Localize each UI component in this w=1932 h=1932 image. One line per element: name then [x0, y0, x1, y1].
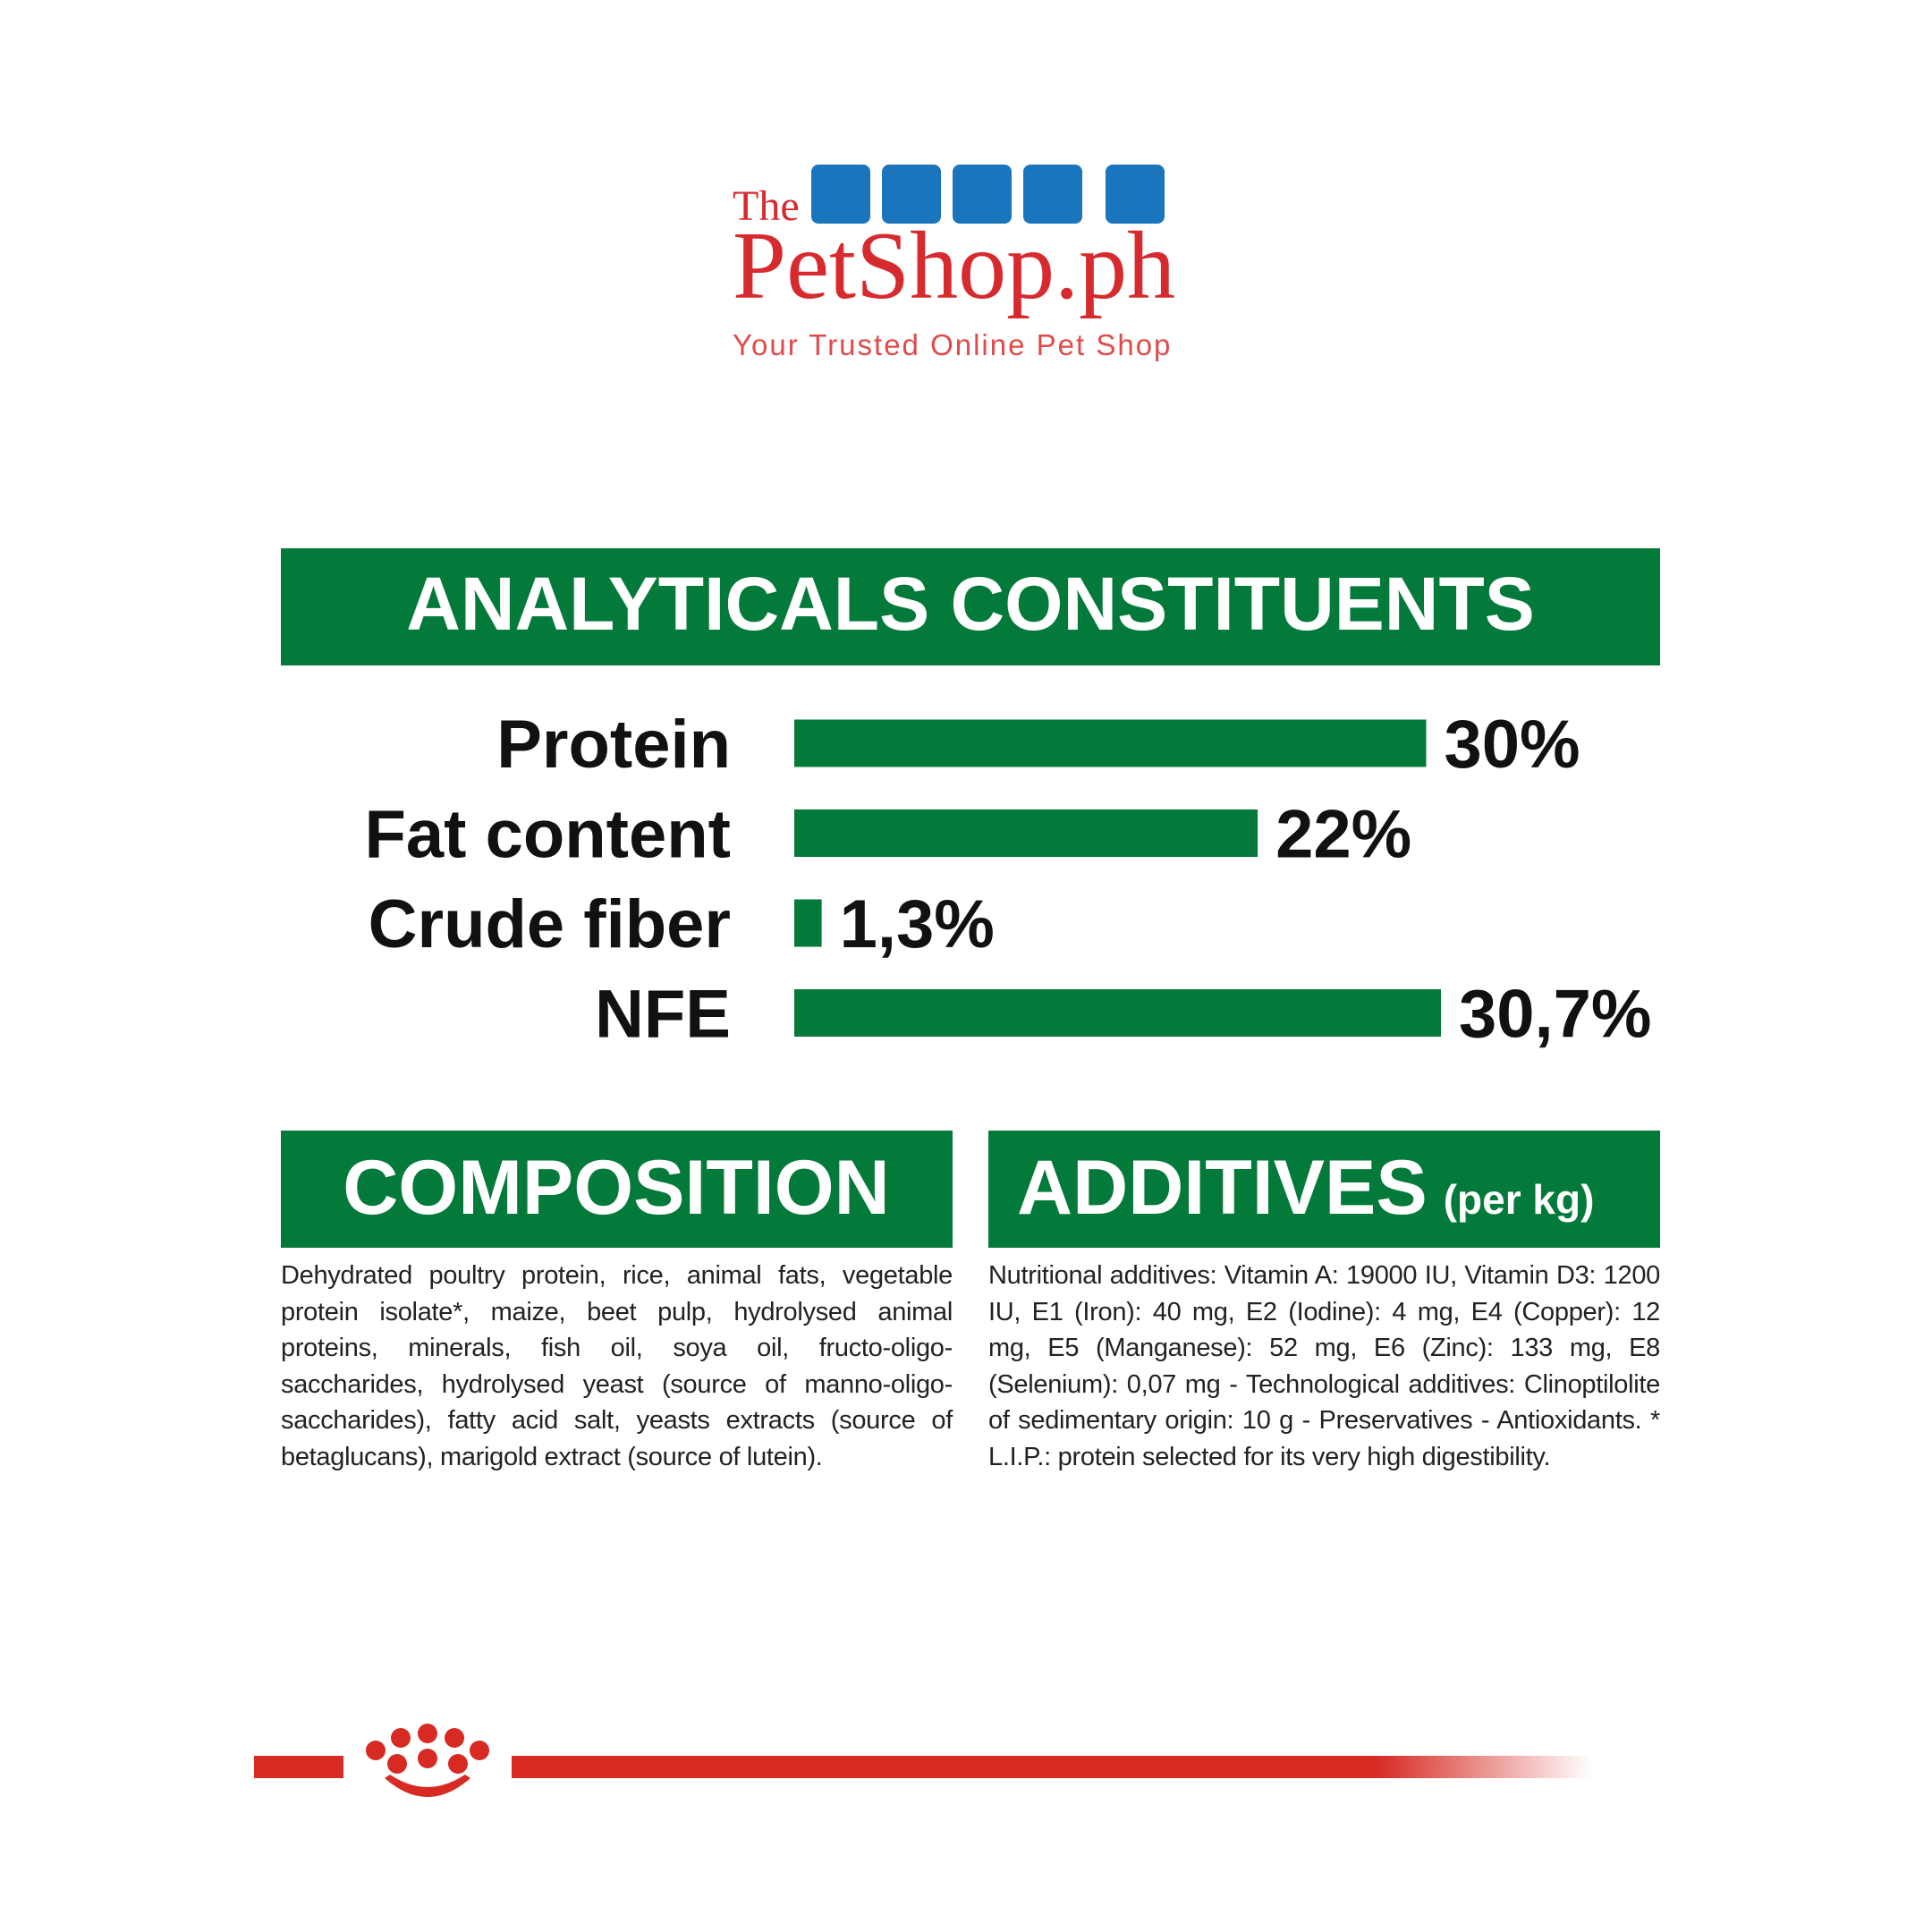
composition-title: COMPOSITION — [343, 1145, 890, 1231]
bar — [794, 899, 822, 947]
header-band — [281, 1131, 953, 1248]
additives-text: Nutritional additives: Vitamin A: 19000 … — [988, 1261, 1660, 1471]
logo-the: The — [733, 182, 800, 230]
header-band — [281, 548, 1660, 665]
header-band — [988, 1131, 1660, 1248]
composition-text: Dehydrated poultry protein, rice, animal… — [281, 1261, 953, 1471]
value-label: 22% — [1275, 797, 1411, 873]
additives-unit: (per kg) — [1444, 1176, 1595, 1223]
logo-tagline: Your Trusted Online Pet Shop — [733, 328, 1172, 361]
footer-line — [254, 1756, 343, 1778]
crown-logo — [366, 1724, 489, 1797]
category-label: Fat content — [364, 797, 731, 873]
category-label: NFE — [595, 977, 731, 1053]
footer-line — [512, 1756, 1592, 1778]
bar — [794, 809, 1258, 857]
bar — [794, 989, 1441, 1037]
value-label: 30,7% — [1459, 977, 1652, 1053]
bar — [794, 719, 1427, 767]
category-label: Protein — [496, 707, 731, 783]
value-label: 30% — [1445, 707, 1580, 783]
additives-title: ADDITIVES (per kg) — [1017, 1145, 1594, 1231]
logo-icons — [811, 165, 1165, 224]
category-label: Crude fiber — [369, 886, 731, 962]
chart-title: ANALYTICALS CONSTITUENTS — [406, 562, 1535, 646]
value-label: 1,3% — [840, 886, 995, 962]
logo-brand: PetShop.ph — [733, 213, 1175, 319]
additives-title-text: ADDITIVES — [1017, 1145, 1428, 1231]
